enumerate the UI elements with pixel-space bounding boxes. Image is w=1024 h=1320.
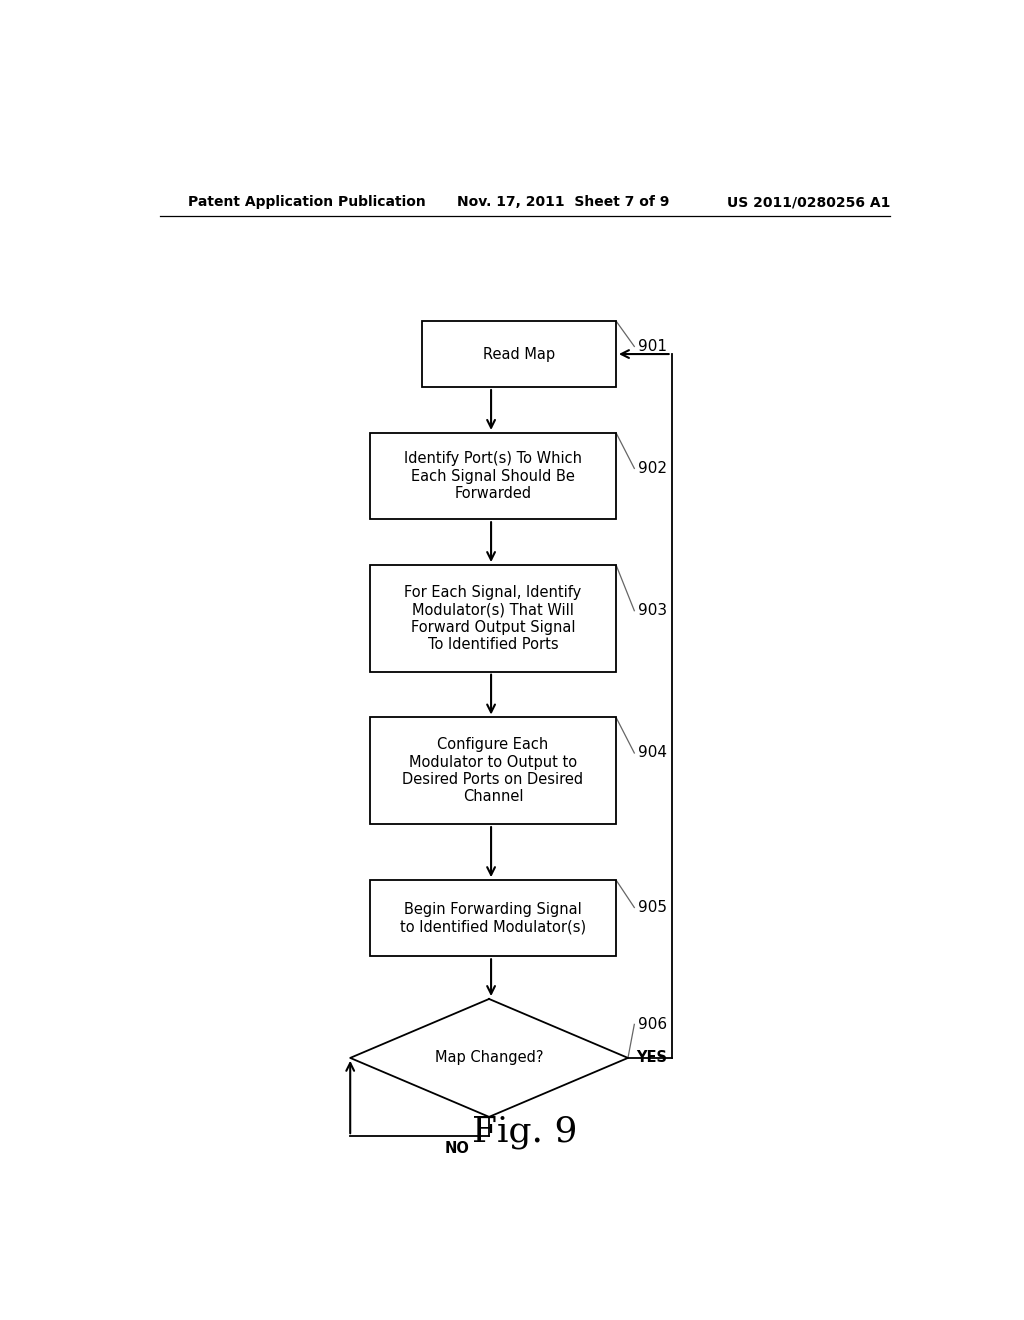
FancyBboxPatch shape: [370, 718, 616, 824]
FancyBboxPatch shape: [370, 565, 616, 672]
Text: 906: 906: [638, 1016, 668, 1032]
Text: Nov. 17, 2011  Sheet 7 of 9: Nov. 17, 2011 Sheet 7 of 9: [458, 195, 670, 209]
Text: NO: NO: [444, 1142, 470, 1156]
Text: 904: 904: [638, 746, 668, 760]
Text: Fig. 9: Fig. 9: [472, 1115, 578, 1150]
Text: Configure Each
Modulator to Output to
Desired Ports on Desired
Channel: Configure Each Modulator to Output to De…: [402, 737, 584, 804]
FancyBboxPatch shape: [370, 880, 616, 956]
Text: Identify Port(s) To Which
Each Signal Should Be
Forwarded: Identify Port(s) To Which Each Signal Sh…: [404, 451, 582, 500]
Text: For Each Signal, Identify
Modulator(s) That Will
Forward Output Signal
To Identi: For Each Signal, Identify Modulator(s) T…: [404, 585, 582, 652]
Text: Read Map: Read Map: [482, 347, 555, 362]
Text: 902: 902: [638, 461, 668, 477]
Text: 903: 903: [638, 603, 668, 618]
Text: 901: 901: [638, 339, 668, 354]
Text: Patent Application Publication: Patent Application Publication: [187, 195, 425, 209]
FancyBboxPatch shape: [370, 433, 616, 519]
Text: 905: 905: [638, 900, 668, 915]
Text: US 2011/0280256 A1: US 2011/0280256 A1: [727, 195, 891, 209]
Text: Begin Forwarding Signal
to Identified Modulator(s): Begin Forwarding Signal to Identified Mo…: [400, 902, 586, 935]
FancyBboxPatch shape: [422, 321, 616, 387]
Text: Map Changed?: Map Changed?: [435, 1051, 544, 1065]
Text: YES: YES: [636, 1051, 667, 1065]
